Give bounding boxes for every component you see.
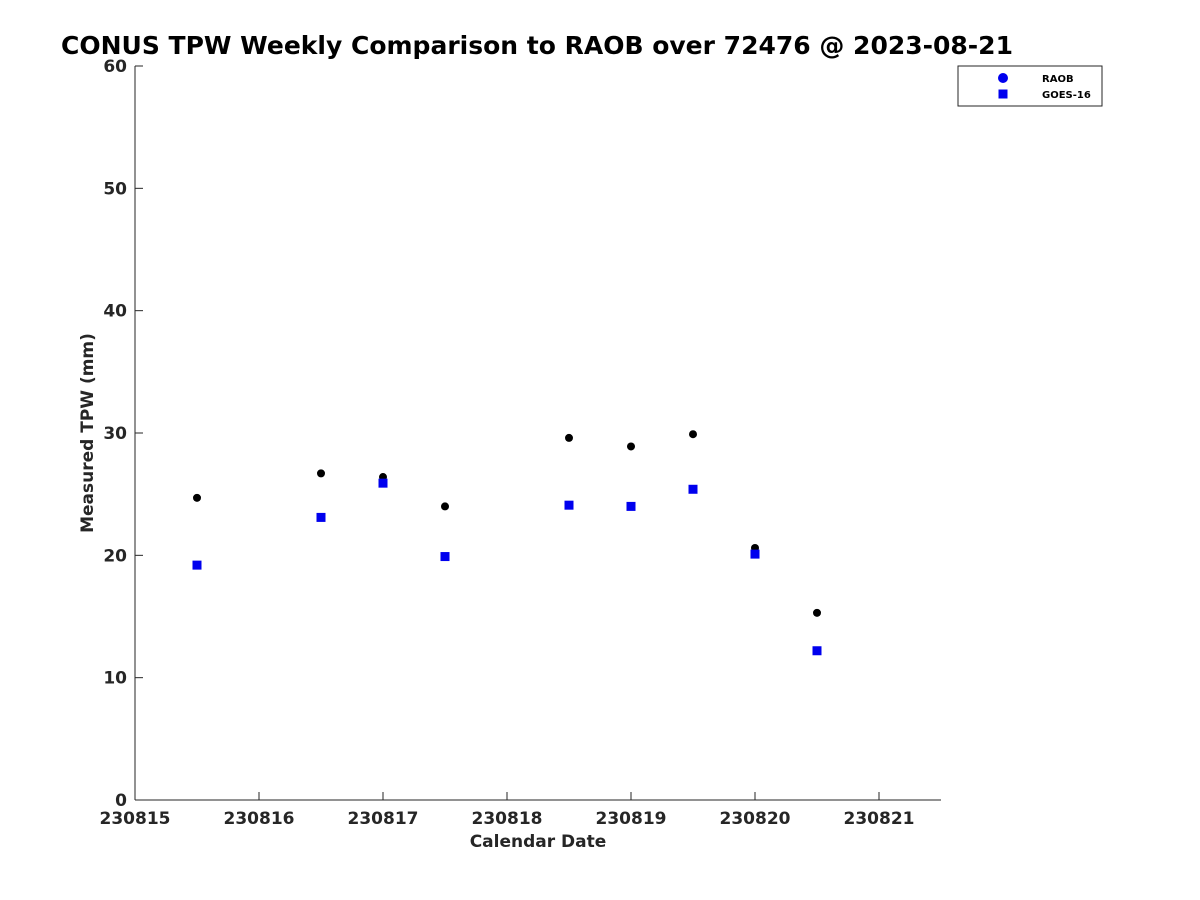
- legend: RAOB GOES-16: [957, 65, 1103, 107]
- raob-point: [317, 469, 325, 478]
- goes-16-point: [378, 478, 388, 488]
- goes-16-point: [812, 646, 822, 656]
- raob-point: [627, 442, 635, 451]
- legend-marker-goes-16: [998, 89, 1008, 99]
- raob-point: [441, 502, 449, 511]
- x-tick-label: 230818: [472, 809, 543, 829]
- y-ticks: 0 10 20 30 40 50 60: [103, 57, 143, 811]
- goes-16-point: [626, 501, 636, 511]
- legend-label-goes-16: GOES-16: [1042, 90, 1091, 101]
- raob-point: [813, 608, 821, 617]
- raob-point: [689, 430, 697, 439]
- x-tick-label: 230815: [100, 809, 171, 829]
- y-tick-label: 60: [103, 57, 127, 77]
- raob-point: [565, 433, 573, 442]
- legend-label-raob: RAOB: [1042, 74, 1074, 85]
- x-tick-label: 230820: [720, 809, 791, 829]
- raob-point: [193, 493, 201, 502]
- y-tick-label: 10: [103, 669, 127, 689]
- x-tick-label: 230821: [844, 809, 915, 829]
- legend-box: [957, 65, 1103, 107]
- goes-16-point: [192, 560, 202, 570]
- x-axis-label: Calendar Date: [470, 832, 607, 852]
- y-tick-label: 40: [103, 302, 127, 322]
- x-tick-label: 230819: [596, 809, 667, 829]
- x-ticks: 230815 230816 230817 230818 230819 230820 2308…: [100, 792, 915, 829]
- y-tick-label: 30: [103, 424, 127, 444]
- goes-16-point: [316, 512, 326, 522]
- y-tick-label: 0: [115, 791, 127, 811]
- x-tick-label: 230817: [348, 809, 419, 829]
- goes-16-point: [688, 484, 698, 494]
- plot-axes: [134, 66, 941, 801]
- data-points: [192, 430, 822, 656]
- goes-16-point: [750, 549, 760, 559]
- legend-marker-raob: [998, 73, 1008, 83]
- y-axis-label: Measured TPW (mm): [78, 333, 98, 533]
- goes-16-point: [564, 500, 574, 510]
- y-tick-label: 20: [103, 546, 127, 566]
- y-tick-label: 50: [103, 179, 127, 199]
- chart-title: CONUS TPW Weekly Comparison to RAOB over…: [61, 31, 1013, 60]
- x-tick-label: 230816: [224, 809, 295, 829]
- goes-16-point: [440, 552, 450, 562]
